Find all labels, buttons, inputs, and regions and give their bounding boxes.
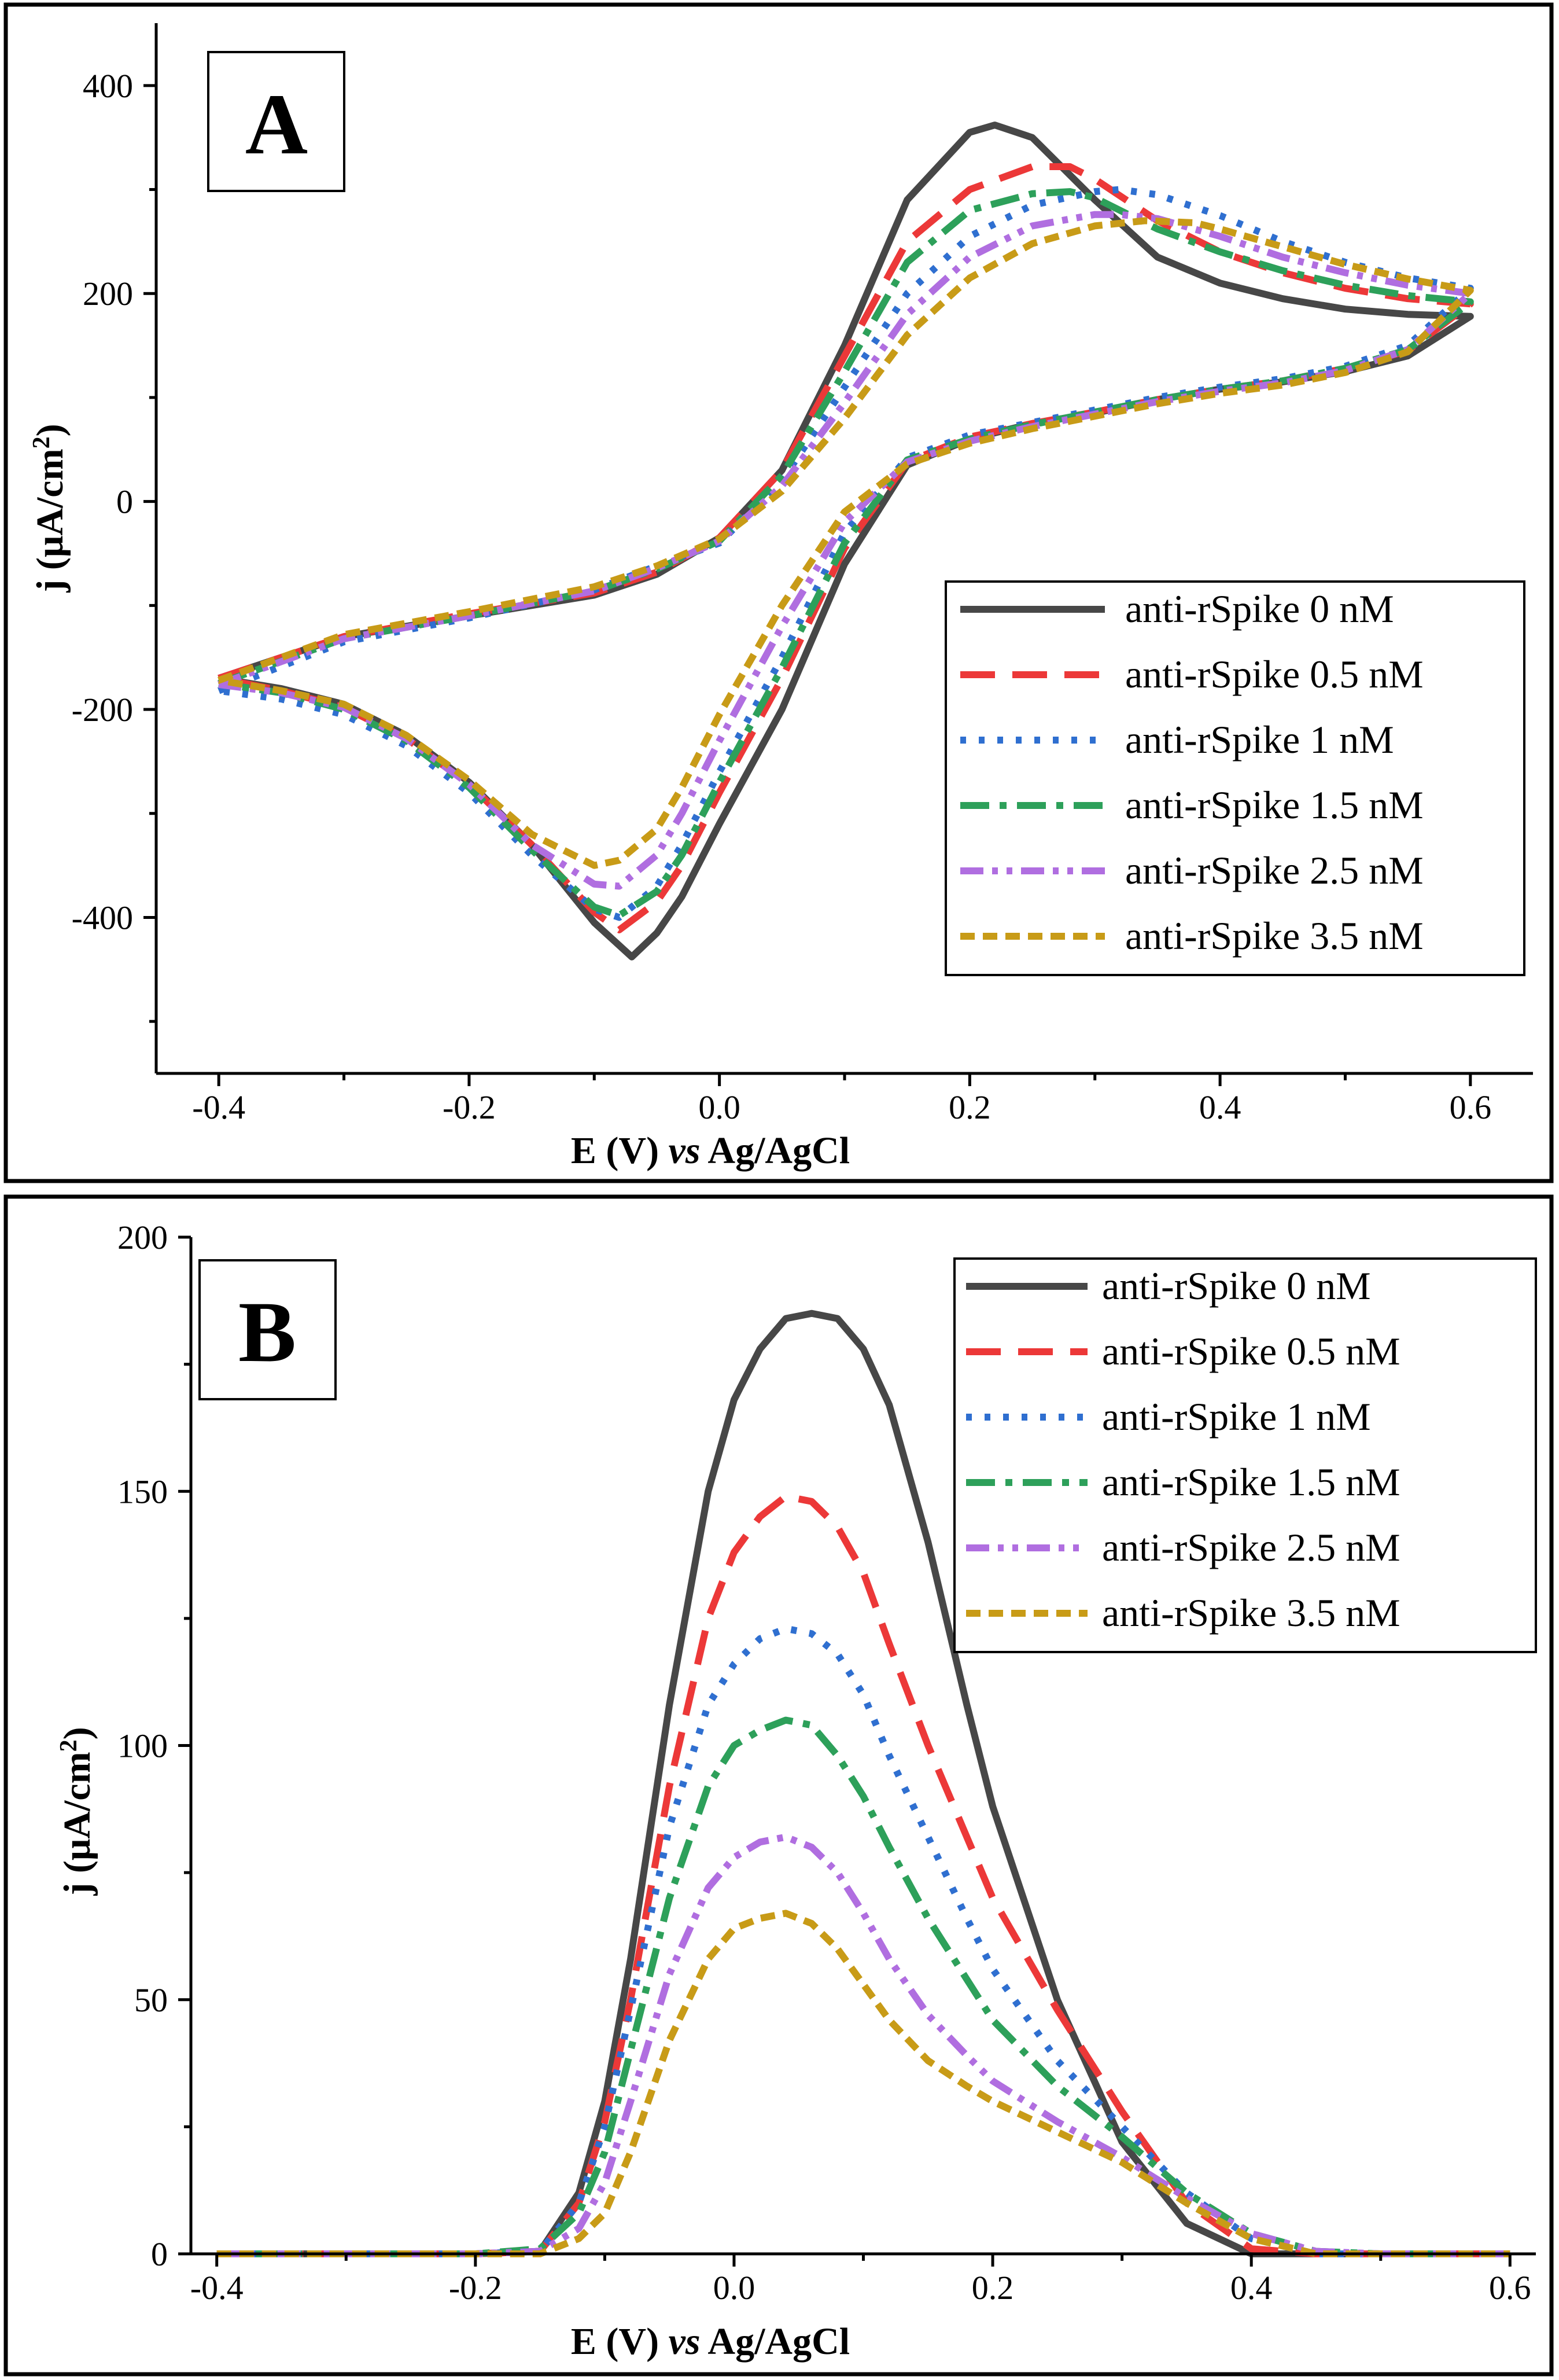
panel-a-x-tick-label-5: 0.6	[1450, 1088, 1492, 1126]
panel-a-legend-label-5: anti-rSpike 3.5 nM	[1125, 914, 1424, 958]
panel-b-series-line-4	[216, 1833, 1510, 2257]
panel-b-label-box	[198, 1259, 337, 1400]
panel-a-y-tick-label-2: 0	[116, 483, 133, 521]
panel-b-series-line-1	[216, 1493, 1510, 2257]
panel-b-x-tick-label-0: -0.4	[190, 2269, 244, 2307]
panel-a-chart: -0.4 -0.2 0.0 0.2 0.4 0.6 -400 -200 0 200 400 E (V…	[3, 2, 1554, 1183]
panel-a-x-axis-title: E (V) vs Ag/AgCl	[571, 1130, 850, 1172]
panel-b-legend-label-0: anti-rSpike 0 nM	[1102, 1264, 1371, 1308]
panel-a-frame	[3, 2, 1554, 1183]
panel-b-series-line-5	[216, 1910, 1510, 2257]
panel-a-y-tick-label-0: -400	[72, 899, 133, 936]
panel-b-y-tick-label-0: 0	[151, 2235, 168, 2273]
panel-b-x-tick-label-1: -0.2	[449, 2269, 502, 2307]
panel-b-legend-label-5: anti-rSpike 3.5 nM	[1102, 1591, 1400, 1635]
panel-a-legend-label-4: anti-rSpike 2.5 nM	[1125, 848, 1424, 892]
panel-a-y-tick-label-1: -200	[72, 691, 133, 729]
panel-a-legend-label-3: anti-rSpike 1.5 nM	[1125, 783, 1424, 827]
panel-b-y-tick-label-2: 100	[117, 1727, 168, 1765]
panel-b-series-group	[216, 1309, 1510, 2257]
panel-b-legend: anti-rSpike 0 nM anti-rSpike 0.5 nM anti-r…	[953, 1257, 1537, 1653]
panel-a-x-tick-label-3: 0.2	[949, 1088, 991, 1126]
panel-b-legend-label-2: anti-rSpike 1 nM	[1102, 1395, 1371, 1439]
panel-a-series-line-4	[218, 211, 1474, 890]
panel-b-legend-label-4: anti-rSpike 2.5 nM	[1102, 1525, 1400, 1569]
panel-b-series-line-3	[216, 1716, 1510, 2257]
panel-b-x-tick-label-5: 0.6	[1489, 2269, 1531, 2307]
panel-b-chart: -0.4 -0.2 0.0 0.2 0.4 0.6 0 50 100 150 200 E (V) v…	[3, 1194, 1554, 2377]
panel-b-series-line-0	[216, 1309, 1510, 2257]
panel-a-y-axis-title: j (μA/cm2)	[28, 424, 71, 593]
panel-a-legend-box	[945, 580, 1525, 976]
panel-a-label-box	[207, 51, 345, 192]
panel-b-y-tick-label-4: 200	[117, 1219, 168, 1256]
panel-a-series-line-3	[218, 188, 1474, 919]
panel-b-label: B	[238, 1284, 296, 1380]
panel-b-x-axis-title: E (V) vs Ag/AgCl	[571, 2320, 850, 2363]
panel-a-legend-label-2: anti-rSpike 1 nM	[1125, 718, 1394, 762]
panel-b-legend-label-1: anti-rSpike 0.5 nM	[1102, 1329, 1400, 1373]
panel-a-legend-label-1: anti-rSpike 0.5 nM	[1125, 652, 1424, 696]
panel-b-y-tick-label-1: 50	[134, 1981, 168, 2019]
panel-a-series-group	[218, 122, 1474, 961]
panel-b-frame	[3, 1194, 1554, 2377]
panel-a-y-tick-label-3: 200	[83, 275, 133, 312]
panel-a-legend-label-0: anti-rSpike 0 nM	[1125, 587, 1394, 631]
panel-b-y-tick-label-3: 150	[117, 1473, 168, 1510]
panel-a-x-tick-label-0: -0.4	[192, 1088, 245, 1126]
panel-b-x-tick-label-4: 0.4	[1230, 2269, 1273, 2307]
panel-b-legend-label-3: anti-rSpike 1.5 nM	[1102, 1460, 1400, 1504]
panel-a-x-tick-label-2: 0.0	[698, 1088, 740, 1126]
panel-a-legend: anti-rSpike 0 nM anti-rSpike 0.5 nM anti-r…	[945, 580, 1525, 976]
panel-b-x-tick-label-2: 0.0	[713, 2269, 755, 2307]
panel-a-label: A	[245, 76, 308, 172]
panel-a-x-tick-label-1: -0.2	[443, 1088, 496, 1126]
panel-b-legend-box	[953, 1257, 1537, 1653]
panel-a-y-tick-label-4: 400	[83, 67, 133, 105]
panel-b-x-tick-label-3: 0.2	[972, 2269, 1014, 2307]
panel-a-x-tick-label-4: 0.4	[1199, 1088, 1241, 1126]
panel-b-series-line-2	[216, 1625, 1510, 2257]
panel-a-series-line-5	[218, 217, 1474, 869]
panel-b-y-axis-title: j (μA/cm2)	[56, 1727, 98, 1896]
